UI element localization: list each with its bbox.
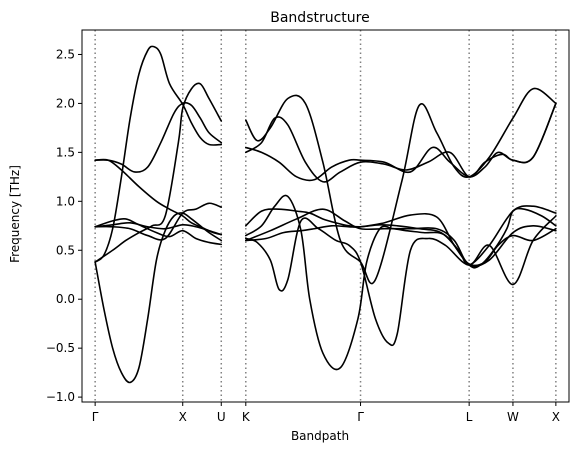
- band-line-11: [244, 215, 557, 347]
- y-tick-label: −0.5: [46, 341, 75, 355]
- y-tick-label: 2.0: [56, 96, 75, 110]
- x-tick-label: X: [552, 410, 560, 424]
- y-tick-label: 2.5: [56, 47, 75, 61]
- y-tick-label: 1.5: [56, 145, 75, 159]
- x-tick-label: X: [179, 410, 187, 424]
- x-tick-label: W: [507, 410, 519, 424]
- x-axis-label: Bandpath: [291, 429, 349, 443]
- y-ticks: −1.0 −0.5 0.0 0.5 1.0 1.5 2.0 2.5: [46, 47, 82, 404]
- y-tick-label: 0.5: [56, 243, 75, 257]
- plot-frame: [81, 29, 570, 403]
- y-tick-label: −1.0: [46, 390, 75, 404]
- band-line-5: [94, 222, 223, 236]
- x-tick-label: U: [217, 410, 226, 424]
- band-line-3: [94, 82, 223, 263]
- band-line-10: [244, 102, 557, 183]
- x-tick-label: Γ: [357, 410, 364, 424]
- band-line-7: [94, 202, 223, 241]
- band-lines: [94, 45, 557, 384]
- band-line-8: [244, 87, 557, 285]
- chart-title: Bandstructure: [270, 10, 369, 26]
- x-tick-label: L: [466, 410, 473, 424]
- band-line-15: [244, 208, 557, 268]
- y-tick-label: 1.0: [56, 194, 75, 208]
- band-line-4: [94, 212, 223, 384]
- band-line-0: [94, 45, 223, 263]
- band-line-13: [244, 212, 557, 267]
- band-line-12: [244, 205, 557, 266]
- y-axis-label: Frequency [THz]: [8, 165, 22, 263]
- x-tick-label: Γ: [92, 410, 99, 424]
- band-line-1: [94, 102, 223, 173]
- x-tick-label: K: [242, 410, 251, 424]
- band-line-6: [94, 217, 223, 246]
- y-tick-label: 0.0: [56, 292, 75, 306]
